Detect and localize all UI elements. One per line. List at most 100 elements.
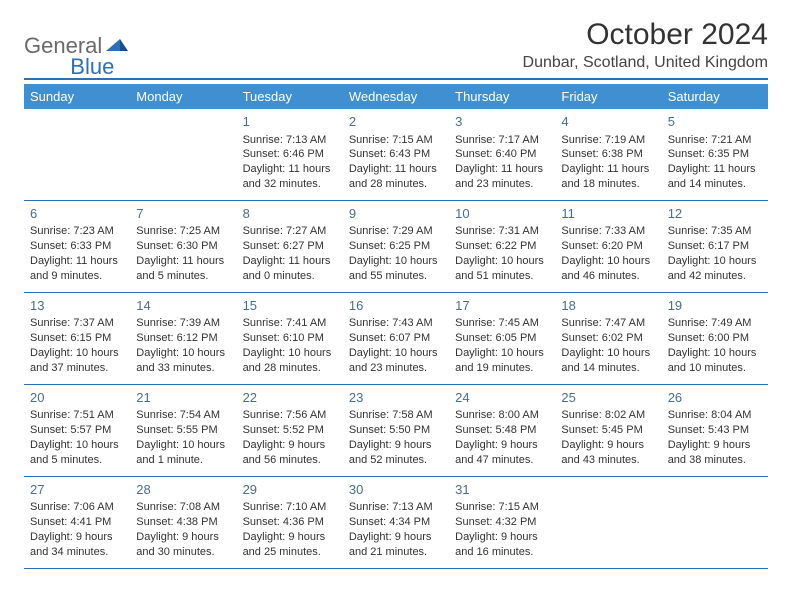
calendar-cell [24,109,130,200]
cell-sunrise: Sunrise: 7:47 AM [561,316,655,331]
calendar-cell [555,476,661,568]
cell-day1: Daylight: 9 hours [30,530,124,545]
cell-sunrise: Sunrise: 7:31 AM [455,224,549,239]
calendar-cell: 3Sunrise: 7:17 AMSunset: 6:40 PMDaylight… [449,109,555,200]
cell-day2: and 19 minutes. [455,361,549,376]
cell-day1: Daylight: 11 hours [30,254,124,269]
cell-day2: and 18 minutes. [561,177,655,192]
cell-day2: and 5 minutes. [136,269,230,284]
cell-day2: and 43 minutes. [561,453,655,468]
logo-text-blue: Blue [70,54,114,80]
cell-sunset: Sunset: 5:45 PM [561,423,655,438]
cell-day1: Daylight: 9 hours [349,438,443,453]
cell-sunrise: Sunrise: 8:04 AM [668,408,762,423]
cell-day2: and 23 minutes. [455,177,549,192]
cell-day1: Daylight: 9 hours [455,530,549,545]
cell-day1: Daylight: 10 hours [243,346,337,361]
cell-sunset: Sunset: 4:38 PM [136,515,230,530]
cell-sunrise: Sunrise: 7:13 AM [349,500,443,515]
day-number: 28 [136,481,230,499]
cell-day2: and 25 minutes. [243,545,337,560]
cell-day2: and 56 minutes. [243,453,337,468]
cell-day2: and 28 minutes. [243,361,337,376]
cell-day2: and 9 minutes. [30,269,124,284]
cell-sunrise: Sunrise: 8:00 AM [455,408,549,423]
day-number: 10 [455,205,549,223]
calendar-cell: 2Sunrise: 7:15 AMSunset: 6:43 PMDaylight… [343,109,449,200]
day-number: 17 [455,297,549,315]
day-of-week-row: SundayMondayTuesdayWednesdayThursdayFrid… [24,84,768,109]
calendar-body: 1Sunrise: 7:13 AMSunset: 6:46 PMDaylight… [24,109,768,568]
day-header: Saturday [662,84,768,109]
logo: General Blue [24,18,114,70]
calendar-cell: 11Sunrise: 7:33 AMSunset: 6:20 PMDayligh… [555,200,661,292]
day-number: 3 [455,113,549,131]
cell-day1: Daylight: 10 hours [668,254,762,269]
cell-day1: Daylight: 11 hours [243,162,337,177]
cell-sunrise: Sunrise: 7:35 AM [668,224,762,239]
day-number: 15 [243,297,337,315]
day-number: 7 [136,205,230,223]
calendar-week: 27Sunrise: 7:06 AMSunset: 4:41 PMDayligh… [24,476,768,568]
calendar-cell: 16Sunrise: 7:43 AMSunset: 6:07 PMDayligh… [343,292,449,384]
day-number: 13 [30,297,124,315]
cell-day2: and 14 minutes. [561,361,655,376]
cell-day2: and 28 minutes. [349,177,443,192]
cell-day2: and 42 minutes. [668,269,762,284]
day-number: 25 [561,389,655,407]
calendar-week: 1Sunrise: 7:13 AMSunset: 6:46 PMDaylight… [24,109,768,200]
cell-day1: Daylight: 10 hours [349,254,443,269]
cell-sunset: Sunset: 4:34 PM [349,515,443,530]
cell-sunset: Sunset: 5:50 PM [349,423,443,438]
day-number: 2 [349,113,443,131]
day-number: 8 [243,205,337,223]
cell-sunrise: Sunrise: 7:33 AM [561,224,655,239]
day-number: 5 [668,113,762,131]
cell-sunset: Sunset: 4:41 PM [30,515,124,530]
cell-sunrise: Sunrise: 7:43 AM [349,316,443,331]
cell-day1: Daylight: 10 hours [30,438,124,453]
cell-sunset: Sunset: 6:17 PM [668,239,762,254]
title-block: October 2024 Dunbar, Scotland, United Ki… [523,18,768,72]
day-number: 9 [349,205,443,223]
month-title: October 2024 [523,18,768,52]
cell-day2: and 10 minutes. [668,361,762,376]
day-header: Wednesday [343,84,449,109]
cell-sunset: Sunset: 4:32 PM [455,515,549,530]
cell-sunrise: Sunrise: 7:58 AM [349,408,443,423]
cell-day1: Daylight: 10 hours [30,346,124,361]
calendar-cell: 14Sunrise: 7:39 AMSunset: 6:12 PMDayligh… [130,292,236,384]
cell-sunset: Sunset: 6:30 PM [136,239,230,254]
cell-sunset: Sunset: 6:15 PM [30,331,124,346]
cell-day2: and 33 minutes. [136,361,230,376]
cell-sunset: Sunset: 5:43 PM [668,423,762,438]
day-number: 24 [455,389,549,407]
cell-sunset: Sunset: 6:10 PM [243,331,337,346]
cell-day1: Daylight: 11 hours [136,254,230,269]
cell-sunrise: Sunrise: 7:08 AM [136,500,230,515]
day-number: 14 [136,297,230,315]
location-text: Dunbar, Scotland, United Kingdom [523,54,768,72]
cell-sunrise: Sunrise: 7:15 AM [455,500,549,515]
cell-day1: Daylight: 10 hours [349,346,443,361]
cell-sunset: Sunset: 6:33 PM [30,239,124,254]
cell-day1: Daylight: 10 hours [455,346,549,361]
day-number: 16 [349,297,443,315]
cell-day1: Daylight: 9 hours [349,530,443,545]
day-header: Thursday [449,84,555,109]
cell-day2: and 32 minutes. [243,177,337,192]
day-number: 6 [30,205,124,223]
cell-sunset: Sunset: 6:22 PM [455,239,549,254]
cell-sunset: Sunset: 6:12 PM [136,331,230,346]
cell-day1: Daylight: 9 hours [136,530,230,545]
day-number: 26 [668,389,762,407]
cell-day1: Daylight: 9 hours [455,438,549,453]
cell-sunset: Sunset: 6:43 PM [349,147,443,162]
calendar-cell: 8Sunrise: 7:27 AMSunset: 6:27 PMDaylight… [237,200,343,292]
cell-day2: and 46 minutes. [561,269,655,284]
cell-day1: Daylight: 10 hours [668,346,762,361]
cell-day1: Daylight: 10 hours [561,346,655,361]
cell-sunrise: Sunrise: 7:15 AM [349,133,443,148]
cell-sunrise: Sunrise: 7:27 AM [243,224,337,239]
cell-day2: and 51 minutes. [455,269,549,284]
